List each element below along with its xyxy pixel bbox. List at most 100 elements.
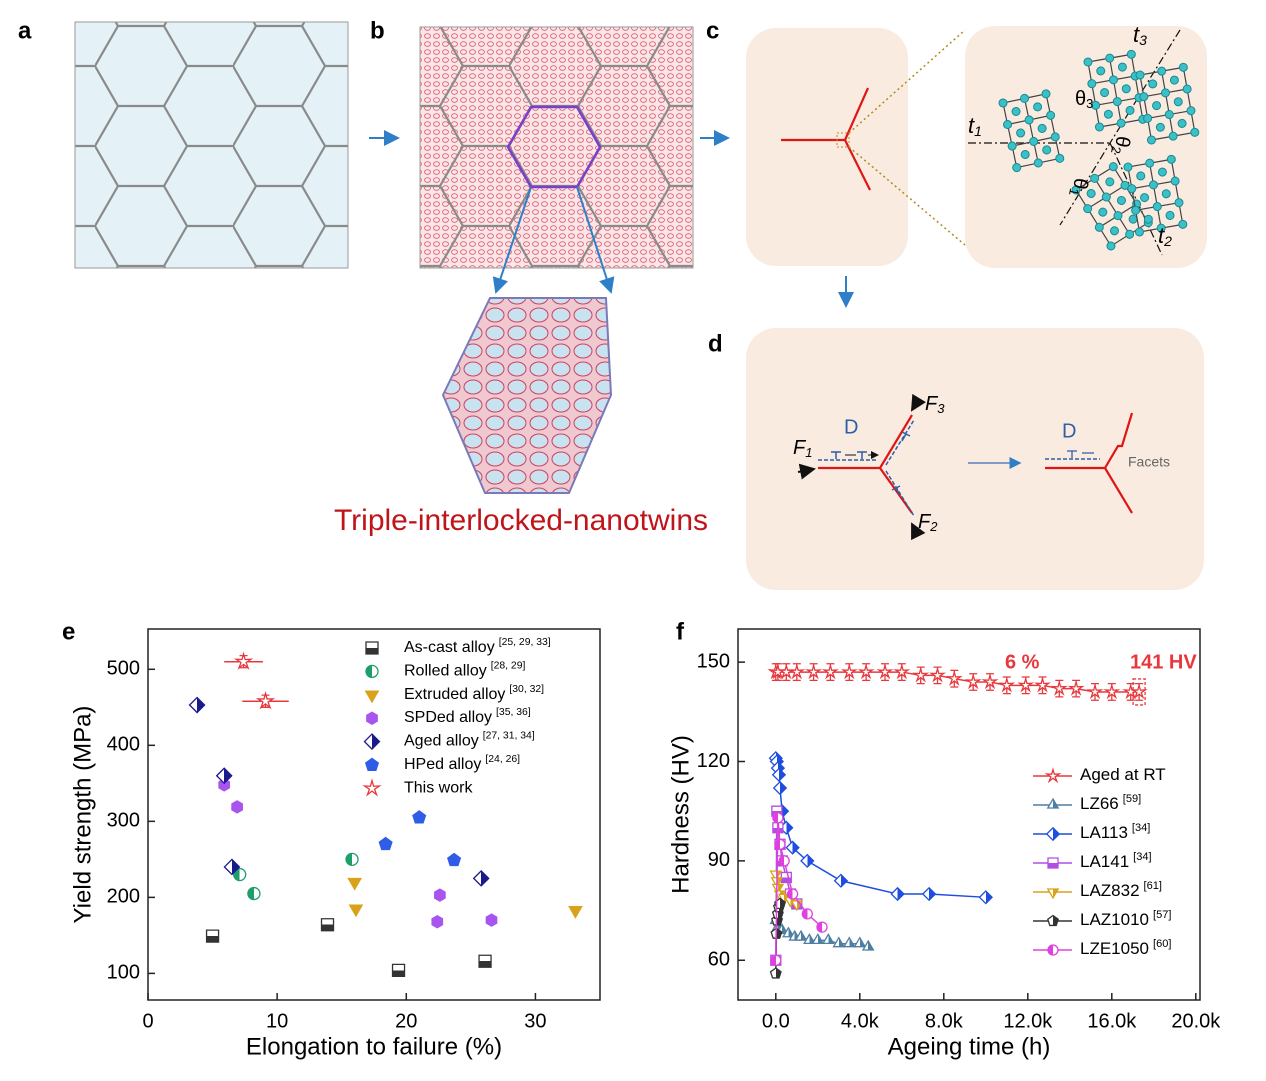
legend-entry: LAZ832 [61] [1080,880,1162,901]
annotation: 141 HV [1130,651,1197,673]
x-tick-label: 0 [142,1010,153,1032]
marker [771,767,787,782]
grain-boundaries [419,26,694,269]
y-tick-label: 90 [708,849,730,871]
x-axis-label: Elongation to failure (%) [246,1033,502,1060]
highlight-box [1132,678,1146,706]
y-tick-label: 150 [697,650,730,672]
marker [861,939,875,951]
legend-marker [363,733,381,751]
legend-marker [1045,826,1061,842]
legend-name: Rolled alloy [404,663,487,680]
axis-label: t2 [1158,223,1172,249]
tspan: F [793,437,807,459]
marker [805,663,823,680]
marker [478,954,492,968]
axis-label: t1 [968,113,982,139]
angle-label: θ1 [1066,176,1092,198]
legend-entry: LZE1050 [60] [1080,938,1171,959]
marker [857,663,875,680]
x-tick-label: 8.0k [925,1010,964,1032]
x-tick-label: 10 [266,1010,288,1032]
triple-junction [781,87,871,191]
marker [821,663,839,680]
marker [223,858,241,876]
marker [770,954,782,966]
legend-entry: SPDed alloy [35, 36] [404,707,531,726]
marker [247,886,261,901]
force-label: F1 [793,437,812,460]
marker [800,853,815,869]
mechanism-box [746,328,1204,590]
legend-marker [1047,944,1059,956]
tspan: 1 [1066,187,1082,197]
legend-ref: [34] [1132,822,1150,834]
y-tick-label: 60 [708,949,730,971]
tspan: θ [1068,176,1092,191]
marker [218,778,231,792]
marker [774,838,786,850]
marker [771,883,785,895]
marker [794,929,808,941]
panel-label: d [708,330,723,357]
series-line [775,757,986,899]
marker [447,852,462,867]
force-label: F3 [925,393,945,416]
x-tick-label: 4.0k [841,1010,880,1032]
marker [320,918,335,932]
tspan: F [918,511,932,533]
marker [778,855,790,867]
marker [1130,683,1148,700]
x-tick-label: 16.0k [1087,1010,1137,1032]
dislocation-label: D [1062,420,1076,442]
legend-name: SPDed alloy [404,709,492,726]
zoom-lines [848,29,966,246]
marker [1050,679,1068,696]
legend-ref: [28, 29] [491,660,526,671]
y-tick-label: 120 [697,750,730,772]
legend-name: LAZ1010 [1080,910,1149,929]
marker [1017,676,1035,693]
x-axis-label: Ageing time (h) [888,1033,1051,1060]
legend-name: LA113 [1080,823,1128,842]
tspan: t [968,113,975,138]
legend-name: LA141 [1080,852,1129,871]
y-tick-label: 100 [107,962,140,984]
marker [215,767,233,785]
marker [786,888,799,900]
marker [978,890,993,905]
tspan: 2 [1163,233,1172,249]
angle-label: θ3 [1075,88,1093,111]
marker [929,666,946,683]
marker [853,936,867,948]
legend-name: Aged alloy [404,733,479,750]
tspan: 3 [1086,96,1093,111]
legend-entry: LA113 [34] [1080,822,1150,843]
faceted-junction [1045,412,1134,514]
panel-label: e [62,618,75,645]
legend-entry: Aged at RT [1080,765,1166,784]
marker [945,669,963,686]
legend-marker [365,641,379,655]
marker [347,877,362,891]
legend-ref: [30, 32] [509,684,544,695]
marker [833,873,849,888]
legend-entry: LA141 [34] [1080,851,1152,872]
y-tick-label: 500 [107,658,140,680]
marker [842,936,856,948]
arrow [576,186,615,294]
legend-entry: Rolled alloy [28, 29] [404,660,525,679]
x-tick-label: 0.0 [762,1010,790,1032]
legend-marker [1047,857,1059,869]
legend-entry: LZ66 [59] [1080,793,1141,814]
dislocations [831,431,911,496]
legend-name: This work [404,780,473,797]
marker [801,908,813,920]
marker [412,810,427,824]
legend-entry: Extruded alloy [30, 32] [404,684,544,703]
marker [772,812,784,824]
legend-marker [362,778,382,797]
legend-marker [1046,797,1060,809]
y-axis-label: Yield strength (MPa) [69,706,96,924]
